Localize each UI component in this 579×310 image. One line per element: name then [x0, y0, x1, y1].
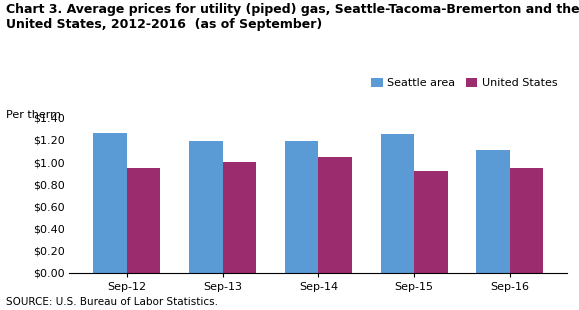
Bar	[414, 171, 448, 273]
Bar	[223, 162, 256, 273]
Text: Per therm: Per therm	[6, 110, 61, 120]
Legend: Seattle area, United States: Seattle area, United States	[367, 74, 562, 93]
Bar	[318, 157, 352, 273]
Bar	[127, 168, 160, 273]
Bar	[477, 150, 510, 273]
Bar	[510, 168, 544, 273]
Text: SOURCE: U.S. Bureau of Labor Statistics.: SOURCE: U.S. Bureau of Labor Statistics.	[6, 297, 218, 307]
Bar	[93, 133, 127, 273]
Bar	[285, 141, 318, 273]
Bar	[189, 141, 223, 273]
Bar	[381, 135, 414, 273]
Text: Chart 3. Average prices for utility (piped) gas, Seattle-Tacoma-Bremerton and th: Chart 3. Average prices for utility (pip…	[6, 3, 579, 31]
